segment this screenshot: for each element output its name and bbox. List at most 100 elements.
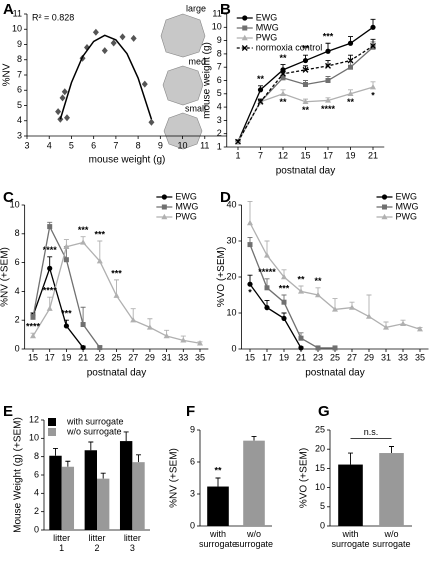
bar <box>207 486 229 526</box>
bar <box>379 453 404 526</box>
significance-label: **** <box>321 104 336 114</box>
point <box>80 344 86 351</box>
point <box>370 44 376 50</box>
error-bar <box>251 435 257 441</box>
error-bar <box>247 200 253 223</box>
point <box>97 345 103 351</box>
point <box>348 64 353 70</box>
x-tick-label: 35 <box>415 352 425 362</box>
point <box>315 291 321 298</box>
significance-label: ** <box>279 53 287 63</box>
y-tick-label: 3 <box>217 115 222 125</box>
point <box>349 304 355 310</box>
point <box>315 345 321 351</box>
y-axis-title: %NV (+SEM) <box>0 247 10 307</box>
x-tick-label: 19 <box>345 150 355 160</box>
legend-swatch <box>48 418 56 426</box>
y-tick-label: 20 <box>226 271 236 281</box>
bar <box>119 441 133 530</box>
point <box>80 239 87 245</box>
x-tick-label: 29 <box>364 352 374 362</box>
bracket-label: n.s. <box>364 427 379 437</box>
legend-label: with surrogate <box>66 416 124 426</box>
point <box>235 138 241 145</box>
x-tick-label: w/o surrogate <box>372 529 410 549</box>
point <box>347 90 354 96</box>
bar <box>97 478 110 530</box>
x-tick-label: 23 <box>95 352 105 362</box>
point <box>96 257 103 264</box>
point <box>347 57 354 64</box>
x-tick-label: 15 <box>245 352 255 362</box>
y-tick-label: 3 <box>190 488 195 498</box>
point <box>332 306 338 312</box>
bar <box>132 462 145 530</box>
y-tick-label: 11 <box>13 8 22 18</box>
x-tick-label: 23 <box>313 352 323 362</box>
x-tick-label: 7 <box>113 140 118 150</box>
y-tick-label: 10 <box>10 199 20 209</box>
significance-label: * <box>248 288 252 298</box>
x-tick-label: 19 <box>279 352 289 362</box>
y-tick-label: 8 <box>17 54 22 64</box>
significance-label: ** <box>279 97 287 107</box>
y-axis-title: mouse weight (g) <box>201 42 212 119</box>
point <box>247 242 253 248</box>
x-tick-label: with surrogate <box>199 529 237 549</box>
x-tick-label: 21 <box>296 352 306 362</box>
significance-label: ** <box>302 44 310 54</box>
point <box>46 305 53 311</box>
legend-label: MWG <box>396 201 419 211</box>
y-axis-title: %VO (+SEM) <box>216 247 227 307</box>
x-tick-label: litter 1 <box>53 533 70 553</box>
y-tick-label: 0 <box>190 520 195 530</box>
x-tick-label: 25 <box>111 352 121 362</box>
x-tick-label: litter 3 <box>124 533 141 553</box>
x-tick-label: 31 <box>162 352 172 362</box>
x-tick-label: w/o surrogate <box>235 529 273 549</box>
image-label: large <box>186 3 206 13</box>
y-tick-label: 4 <box>217 101 222 111</box>
x-tick-label: 17 <box>262 352 272 362</box>
y-axis-title: %NV <box>2 63 13 86</box>
point <box>325 62 331 69</box>
point <box>281 299 287 305</box>
panel-letter: G <box>318 403 330 420</box>
point <box>47 265 53 271</box>
x-tick-label: with surrogate <box>331 529 369 549</box>
y-tick-label: 2 <box>217 128 222 138</box>
error-bar <box>123 431 129 442</box>
y-tick-label: 7 <box>17 69 22 79</box>
error-bar <box>97 240 103 262</box>
point <box>146 324 153 330</box>
error-bar <box>52 447 58 456</box>
y-tick-label: 9 <box>217 35 222 45</box>
y-tick-label: 8 <box>34 451 39 461</box>
x-tick-label: 31 <box>381 352 391 362</box>
y-tick-label: 8 <box>217 48 222 58</box>
significance-label: *** <box>95 229 106 239</box>
point <box>148 118 155 126</box>
point <box>280 90 286 96</box>
point <box>302 66 309 73</box>
legend-marker <box>241 34 248 41</box>
y-tick-label: 15 <box>315 463 325 473</box>
error-bar <box>366 294 372 317</box>
significance-label: ** <box>214 465 222 475</box>
point <box>30 314 36 320</box>
x-tick-label: 21 <box>78 352 88 362</box>
point <box>257 98 264 105</box>
x-tick-label: 17 <box>323 150 333 160</box>
y-tick-label: 5 <box>217 88 222 98</box>
legend-marker <box>381 213 388 220</box>
significance-label: *** <box>279 283 290 293</box>
legend-label: MWG <box>175 201 198 211</box>
series-line <box>249 283 302 349</box>
point <box>303 81 308 87</box>
x-tick-label: 27 <box>128 352 138 362</box>
legend-label: PWG <box>175 211 197 221</box>
point <box>141 80 148 88</box>
x-axis-title: postnatal day <box>87 368 147 379</box>
x-tick-label: 12 <box>278 150 288 160</box>
